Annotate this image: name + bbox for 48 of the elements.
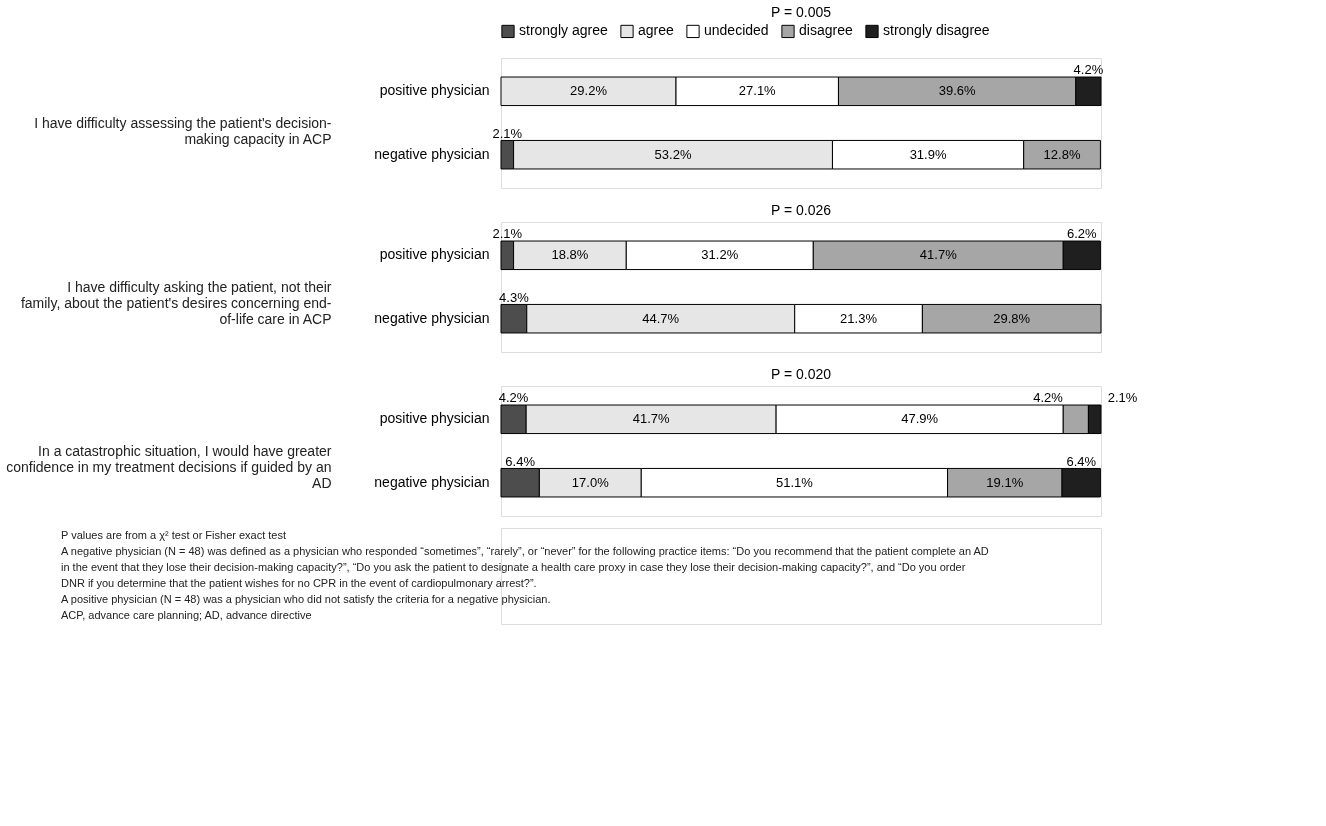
data-label: 53.2%	[654, 146, 692, 162]
data-label: 18.8%	[551, 247, 589, 263]
data-label: 6.4%	[505, 453, 536, 469]
data-label: 6.2%	[1067, 226, 1098, 242]
data-label: 4.2%	[1033, 390, 1064, 406]
legend-label: strongly disagree	[883, 22, 990, 39]
legend-label: agree	[638, 22, 675, 39]
data-label: 12.8%	[1043, 146, 1081, 162]
data-label: 2.1%	[1107, 390, 1138, 406]
legend-label: strongly agree	[519, 22, 608, 39]
y-tick-label: positive physician	[379, 246, 490, 263]
data-label: 29.8%	[993, 310, 1031, 326]
chart-title: P = 0.026	[770, 202, 832, 218]
data-label: 31.9%	[909, 146, 947, 162]
text: A negative physician (N = 48) was defined as a physician who responded “sometimes”, “rarely”, or “never” for the following practice items: “Do you recommend that the patient complete an AD in the event that they lose their decision-making capacity?”, “Do you ask the patient to designate a health care proxy in case they lose their decision-making capacity?”, and “Do you order DNR if you determine that the patient wishes for no CPR in the event of cardiopulmonary arrest?”.	[61, 545, 989, 589]
data-label: 51.1%	[775, 474, 814, 490]
data-label: 21.3%	[840, 310, 878, 326]
data-label: 47.9%	[901, 411, 939, 427]
chart-title: P = 0.005	[770, 4, 832, 20]
text: P values are from a χ² test or Fisher exact test	[61, 529, 287, 541]
data-label: 44.7%	[642, 310, 680, 326]
y-tick-label: negative physician	[374, 309, 490, 326]
data-label: 39.6%	[938, 83, 977, 99]
y-tick-label: negative physician	[374, 473, 490, 490]
y-axis-title: In a catastrophic situation, I would have greater confidence in my treatment decisions if guided by an AD	[6, 442, 332, 491]
data-label: 6.4%	[1066, 453, 1097, 469]
legend-label: disagree	[799, 22, 853, 39]
y-tick-label: positive physician	[379, 82, 490, 99]
data-label: 41.7%	[632, 411, 671, 427]
data-label: 19.1%	[986, 474, 1024, 490]
y-tick-label: negative physician	[374, 145, 490, 162]
y-axis-title: I have difficulty asking the patient, not their family, about the patient's desires concerning end-of-life care in ACP	[20, 278, 332, 327]
data-label: 17.0%	[571, 474, 610, 490]
data-label: 4.2%	[1073, 62, 1104, 78]
y-tick-label: positive physician	[379, 410, 490, 427]
data-label: 2.1%	[492, 226, 523, 242]
data-label: 41.7%	[919, 247, 958, 263]
text: ACP, advance care planning; AD, advance directive	[61, 609, 312, 621]
data-label: 2.1%	[492, 125, 523, 141]
data-label: 31.2%	[701, 247, 739, 263]
y-axis-title: I have difficulty assessing the patient's decision-making capacity in ACP	[34, 114, 332, 147]
legend-label: undecided	[704, 22, 769, 39]
text: A positive physician (N = 48) was a physician who did not satisfy the criteria for a negative physician.	[61, 593, 551, 605]
data-label: 29.2%	[570, 83, 608, 99]
chart-title: P = 0.020	[770, 366, 832, 382]
data-label: 27.1%	[738, 83, 777, 99]
data-label: 4.2%	[498, 390, 529, 406]
data-label: 4.3%	[499, 289, 530, 305]
